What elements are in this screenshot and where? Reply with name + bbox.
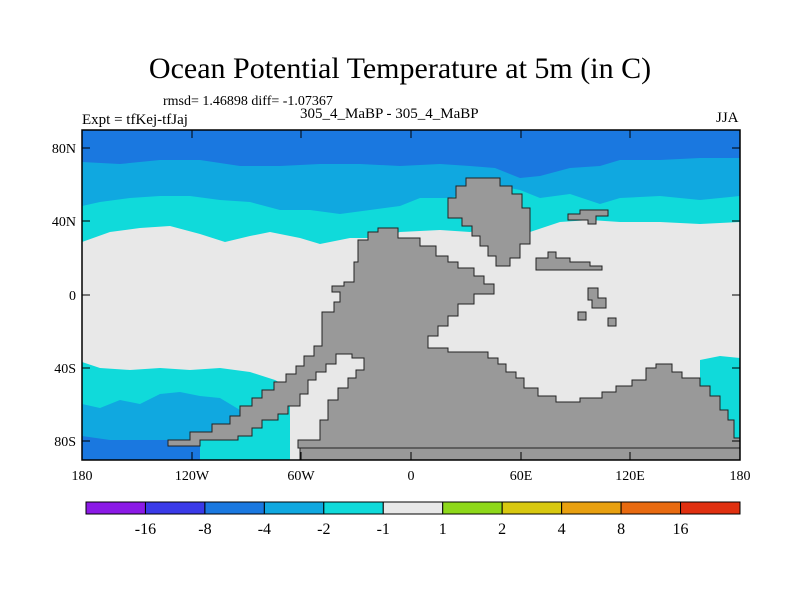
lat-label-40n: 40N <box>52 215 76 230</box>
colorbar-label: -2 <box>317 521 330 538</box>
colorbar-box <box>382 501 444 515</box>
map-title: Ocean Potential Temperature at 5m (in C) <box>148 52 652 85</box>
land-island-3 <box>607 317 617 327</box>
colorbar-box <box>501 501 563 515</box>
colorbar-box <box>561 501 622 515</box>
experiment-label: Expt = tfKej-tfJaj <box>82 112 188 128</box>
lon-label-60e: 60E <box>510 469 533 484</box>
land-island-1 <box>587 287 607 309</box>
lon-label-180w: 180 <box>72 469 93 484</box>
lat-label-80s: 80S <box>54 435 76 450</box>
colorbar-box <box>144 501 206 515</box>
colorbar-boxes <box>85 501 741 515</box>
lon-label-60w: 60W <box>287 469 315 484</box>
colorbar-box <box>620 501 682 515</box>
colorbar-label: 4 <box>558 521 566 538</box>
lat-label-40s: 40S <box>54 362 76 377</box>
colorbar-label: 1 <box>439 521 447 538</box>
land-north-island <box>567 209 609 225</box>
land-east-strip <box>535 251 603 271</box>
colorbar-label: -4 <box>258 521 271 538</box>
colorbar-box <box>442 501 503 515</box>
lon-label-120w: 120W <box>175 469 210 484</box>
colorbar-label: 16 <box>673 521 689 538</box>
lon-label-0: 0 <box>408 469 415 484</box>
lon-label-180e: 180 <box>730 469 751 484</box>
colorbar-label: -1 <box>377 521 390 538</box>
lat-ticks <box>82 147 740 442</box>
colorbar-box <box>85 501 146 515</box>
season-label: JJA <box>716 110 739 126</box>
colorbar-label: -8 <box>198 521 211 538</box>
north-band-minus4 <box>82 130 740 178</box>
lon-ticks <box>81 130 631 460</box>
land-north-peninsula <box>447 177 531 267</box>
colorbar-box <box>204 501 265 515</box>
colorbar-label: -16 <box>135 521 156 538</box>
lat-label-80n: 80N <box>52 142 76 157</box>
case-comparison-label: 305_4_MaBP - 305_4_MaBP <box>300 106 479 122</box>
rmsd-diff-stats: rmsd= 1.46898 diff= -1.07367 <box>163 94 333 109</box>
lon-label-120e: 120E <box>615 469 645 484</box>
colorbar-box <box>323 501 384 515</box>
land-island-2 <box>577 311 587 321</box>
colorbar-box <box>680 501 741 515</box>
lat-label-0: 0 <box>69 289 76 304</box>
colorbar-label: 8 <box>617 521 625 538</box>
colorbar-labels: -16 -8 -4 -2 -1 1 2 4 8 16 <box>135 521 689 538</box>
colorbar-box <box>263 501 325 515</box>
colorbar-label: 2 <box>498 521 506 538</box>
